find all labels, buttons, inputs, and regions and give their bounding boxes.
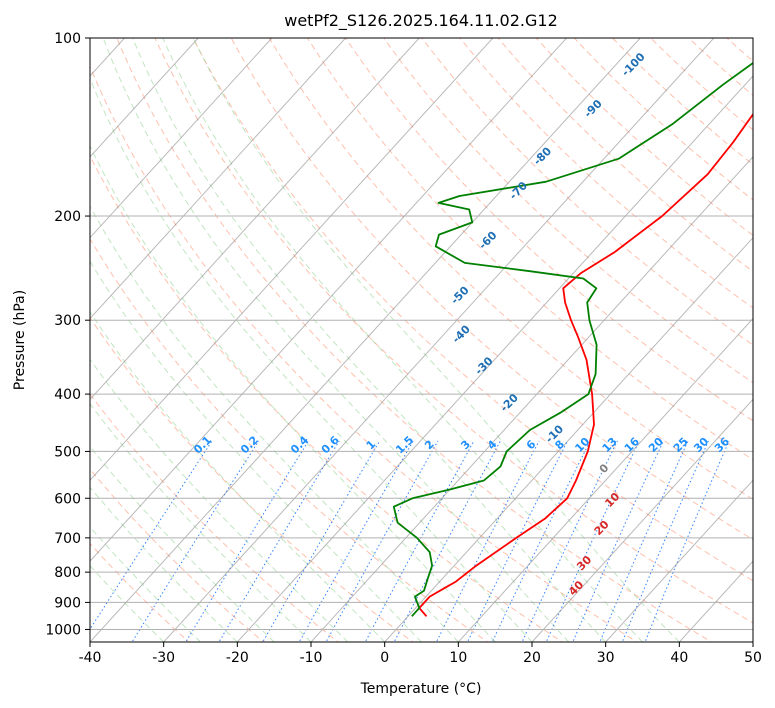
x-tick-label: 30 xyxy=(597,650,615,666)
moist-adiabat-line xyxy=(90,77,533,642)
skewed-isotherm xyxy=(383,236,753,642)
y-tick-label: 800 xyxy=(54,565,81,581)
dry-adiabat-line xyxy=(344,38,753,422)
moist-adiabat-line xyxy=(90,445,275,642)
skewed-isotherm xyxy=(90,38,494,482)
mixing-ratio-line xyxy=(599,440,689,642)
dry-adiabat-line xyxy=(90,393,340,642)
moist-adiabat-line xyxy=(102,38,570,642)
x-tick-label: -30 xyxy=(152,650,175,666)
mixing-ratio-line xyxy=(521,440,618,642)
mixing-ratio-line xyxy=(364,440,475,642)
x-tick-label: 50 xyxy=(744,650,762,666)
skewed-isotherm xyxy=(90,38,420,401)
mixing-ratio-line xyxy=(644,440,730,642)
dry-adiabat-line xyxy=(459,38,753,309)
dry-adiabat-line xyxy=(230,38,753,541)
y-tick-label: 500 xyxy=(54,444,81,460)
skewed-isotherm xyxy=(236,75,753,642)
skewed-isotherm xyxy=(90,38,347,320)
skewed-isotherm xyxy=(90,38,199,158)
moist-adiabat-line xyxy=(192,38,680,642)
mixing-ratio-line xyxy=(621,440,709,642)
moist-adiabat-line xyxy=(90,260,422,642)
moist-adiabat-line xyxy=(90,403,312,642)
y-tick-label: 900 xyxy=(54,595,81,611)
y-tick-label: 200 xyxy=(54,209,81,225)
x-tick-label: 10 xyxy=(449,650,467,666)
y-tick-label: 1000 xyxy=(45,622,81,638)
dry-adiabat-line xyxy=(306,38,753,461)
skewed-isotherm xyxy=(90,38,273,239)
mixing-ratio-line xyxy=(185,440,309,642)
skewed-isotherm xyxy=(457,317,753,642)
dry-adiabat-line xyxy=(90,316,414,642)
moist-adiabat-line xyxy=(90,144,496,642)
temperature-profile-line xyxy=(418,112,753,617)
mixing-ratio-line xyxy=(298,440,414,642)
moist-adiabat-line xyxy=(132,38,607,642)
skewed-isotherm xyxy=(90,38,641,642)
x-tick-label: 40 xyxy=(670,650,688,666)
dry-adiabat-line xyxy=(268,38,753,500)
mixing-ratio-line xyxy=(131,440,260,642)
y-tick-label: 600 xyxy=(54,491,81,507)
dry-adiabat-line xyxy=(90,65,638,642)
skewed-isotherm xyxy=(310,156,753,642)
moist-adiabat-line xyxy=(162,38,643,642)
x-tick-label: 0 xyxy=(380,650,389,666)
x-tick-label: -10 xyxy=(300,650,323,666)
skewed-isotherm xyxy=(604,479,753,642)
y-tick-label: 700 xyxy=(54,531,81,547)
dry-adiabat-line xyxy=(192,38,753,582)
x-tick-label: 20 xyxy=(523,650,541,666)
y-axis-label: Pressure (hPa) xyxy=(12,290,28,390)
x-tick-label: -20 xyxy=(226,650,249,666)
skewed-isotherm xyxy=(531,398,753,642)
skewed-isotherm xyxy=(90,38,568,562)
plot-background xyxy=(90,38,753,642)
moist-adiabat-line xyxy=(90,205,459,642)
chart-title: wetPf2_S126.2025.164.11.02.G12 xyxy=(284,11,558,31)
x-tick-label: -40 xyxy=(79,650,102,666)
mixing-ratio-line xyxy=(218,440,340,642)
y-tick-label: 100 xyxy=(54,31,81,47)
y-tick-label: 400 xyxy=(54,387,81,403)
mixing-ratio-line xyxy=(262,440,381,642)
plot-frame xyxy=(89,37,754,643)
x-axis-label: Temperature (°C) xyxy=(360,681,482,697)
skewed-isotherm xyxy=(162,38,715,642)
y-tick-label: 300 xyxy=(54,313,81,329)
dewpoint-profile-line xyxy=(392,61,753,617)
mixing-ratio-line xyxy=(90,440,213,631)
moist-adiabat-line xyxy=(90,486,238,642)
mixing-ratio-line xyxy=(393,440,501,642)
